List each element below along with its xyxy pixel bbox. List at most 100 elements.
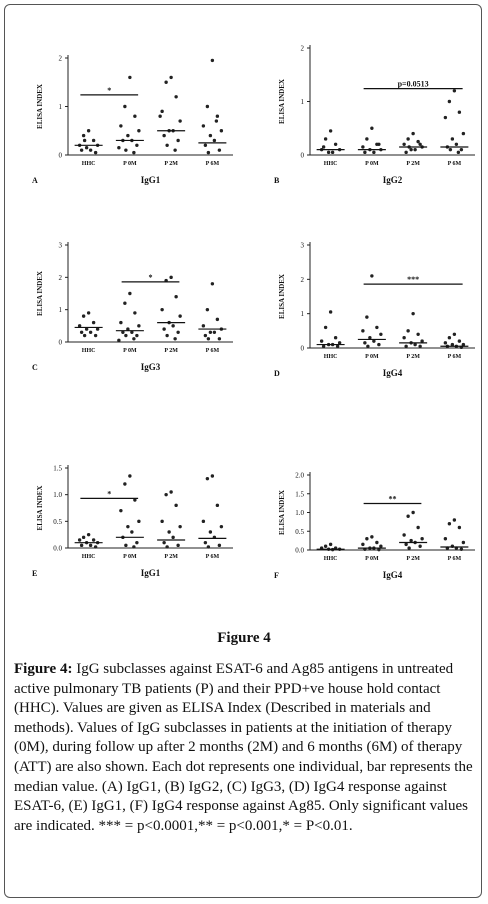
panel-title: IgG3 [141,362,161,372]
data-point [124,333,128,338]
x-tick-label: P 0M [123,161,137,167]
data-point [365,315,369,319]
data-point [457,525,462,530]
x-tick-label: P 0M [365,556,379,562]
data-point [160,519,164,524]
data-point [335,344,340,348]
data-point [212,138,217,143]
data-point [130,530,134,534]
data-point [203,143,208,147]
data-point [365,137,369,141]
data-point [126,524,130,529]
data-point [375,325,379,330]
data-point [404,542,408,547]
data-point [416,139,420,144]
x-tick-label: P 6M [448,354,462,360]
data-point [176,543,180,548]
data-point [450,137,455,141]
data-point [402,336,406,340]
data-point [404,344,408,348]
y-tick-label: 2 [301,276,305,284]
data-point [372,339,376,343]
data-point [461,131,466,136]
data-point [135,540,139,545]
data-point [169,275,173,280]
data-point [406,329,410,333]
data-point [217,337,222,341]
y-tick-label: 1 [301,98,305,106]
data-point [86,129,91,133]
data-point [82,138,87,143]
y-tick-label: 3 [301,242,305,250]
data-point [377,142,381,146]
data-point [176,330,180,334]
y-tick-label: 1 [59,103,63,111]
data-point [370,274,374,278]
data-point [365,537,369,541]
data-point [91,138,96,143]
data-point [79,543,84,548]
data-point [363,341,367,345]
data-point [333,142,338,146]
data-point [323,137,328,141]
data-point [86,311,91,315]
x-tick-label: P 2M [164,161,178,167]
data-point [215,317,220,322]
panel-title: IgG2 [383,175,403,185]
panel-letter: D [274,369,280,378]
x-tick-label: P 6M [206,348,220,354]
data-point [219,129,224,133]
significance-label: * [149,273,153,282]
panel-letter: C [32,363,38,372]
x-tick-label: P 0M [365,354,379,360]
data-point [169,490,173,494]
data-point [409,538,413,543]
data-point [123,301,127,305]
data-point [77,324,82,328]
y-tick-label: 0 [59,152,63,160]
x-tick-label: HHC [82,161,96,167]
data-point [174,95,178,99]
data-point [128,474,132,478]
y-axis-label: ELISA INDEX [278,274,286,319]
significance-label: p=0.0513 [398,80,429,89]
data-point [217,543,222,548]
data-point [447,99,452,104]
significance-label: ** [389,495,397,504]
data-point [402,142,406,146]
data-point [379,544,383,548]
data-point [91,538,96,542]
data-point [443,115,448,120]
data-point [132,150,136,155]
data-point [206,337,211,341]
data-point [133,498,137,502]
data-point [205,307,210,312]
data-point [201,324,206,328]
data-point [81,535,86,540]
data-point [117,146,121,150]
panel-letter: E [32,569,37,578]
data-point [372,150,376,155]
data-point [119,508,123,513]
data-point [174,503,178,508]
data-point [377,547,381,552]
data-point [160,109,164,114]
y-tick-label: 2.0 [295,472,304,480]
panel-letter: B [274,176,280,185]
data-point [176,138,180,143]
y-axis-label: ELISA INDEX [36,84,44,129]
panel-letter: F [274,571,279,580]
data-point [418,344,422,348]
data-point [461,540,466,545]
data-point [208,133,213,138]
x-tick-label: P 6M [448,161,462,167]
data-point [82,333,87,338]
data-point [123,104,127,109]
data-point [210,474,215,478]
data-point [81,133,86,138]
data-point [206,545,211,549]
data-point [135,333,139,338]
data-point [137,519,141,524]
